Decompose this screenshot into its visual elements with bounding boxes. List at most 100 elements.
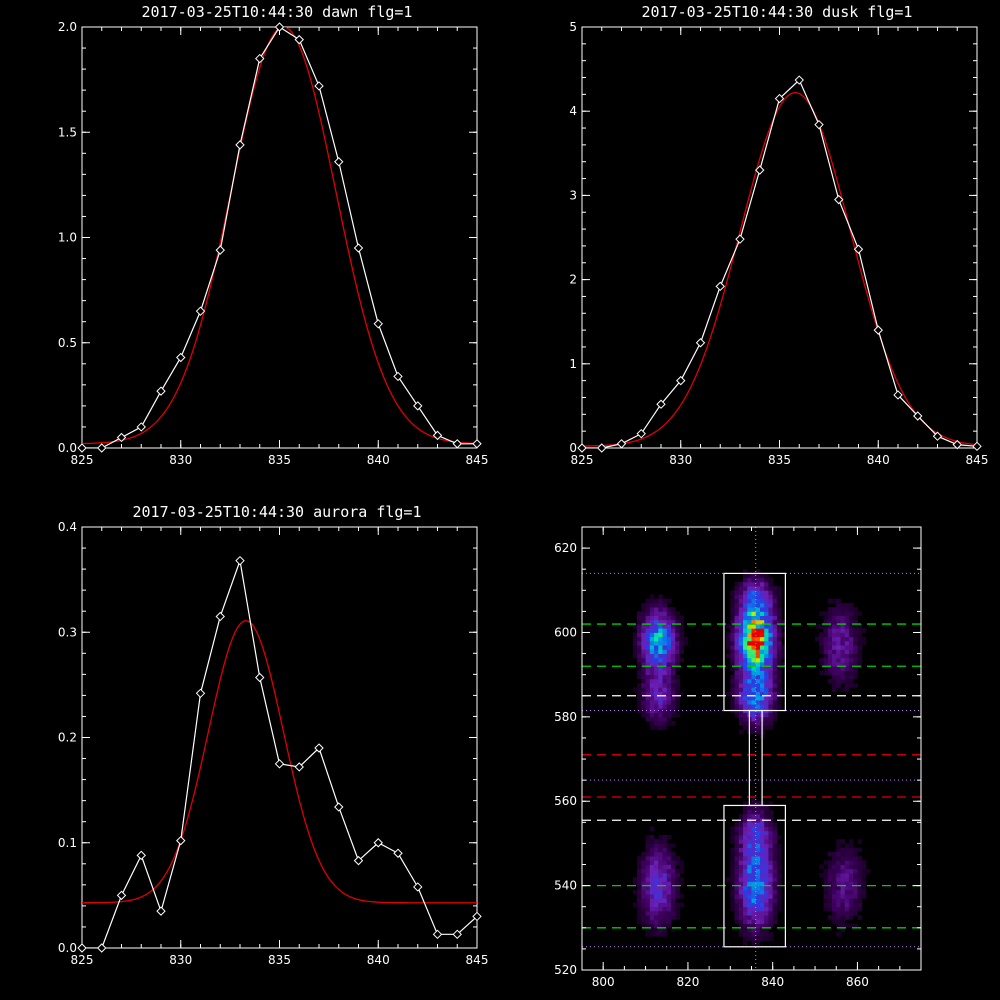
heatmap-cell xyxy=(836,881,841,887)
heatmap-cell xyxy=(747,695,752,701)
heatmap-cell xyxy=(658,674,663,680)
heatmap-cell xyxy=(764,615,769,621)
heatmap-cell xyxy=(654,678,659,684)
heatmap-cell xyxy=(734,607,740,612)
aurora-ytick-label: 0.2 xyxy=(58,731,77,745)
heatmap-cell xyxy=(662,683,668,688)
heatmap-cell xyxy=(751,695,757,701)
heatmap-cell xyxy=(670,864,676,870)
heatmap-cell xyxy=(683,636,689,642)
heatmap-cell xyxy=(764,581,769,587)
heatmap-cell xyxy=(730,683,735,688)
heatmap-cell xyxy=(759,822,765,827)
heatmap-cell xyxy=(836,894,841,899)
heatmap-cell xyxy=(658,607,663,612)
heatmap-cell xyxy=(649,691,655,697)
heatmap-cell xyxy=(662,898,668,903)
aurora-data-point xyxy=(432,929,443,940)
heatmap-cell xyxy=(832,670,837,676)
heatmap-cell xyxy=(768,581,774,587)
heatmap-cell xyxy=(734,851,740,857)
heatmap-cell xyxy=(759,691,765,697)
heatmap-cell xyxy=(675,691,680,697)
heatmap-cell xyxy=(666,902,672,908)
heatmap-cell xyxy=(861,640,867,646)
heatmap-cell xyxy=(768,868,774,874)
heatmap-cell xyxy=(734,843,740,849)
heatmap-cell xyxy=(764,915,769,920)
heatmap-cell xyxy=(649,708,655,714)
heatmap-cell xyxy=(840,915,846,920)
heatmap-cell xyxy=(649,843,655,849)
heatmap-cell xyxy=(759,877,765,882)
heatmap-cell xyxy=(747,843,752,849)
heatmap-cell xyxy=(776,856,782,861)
heatmap-cell xyxy=(734,704,740,709)
heatmap-cell xyxy=(743,898,748,903)
heatmap-cell xyxy=(738,839,744,844)
heatmap-cell xyxy=(734,653,740,659)
heatmap-cell xyxy=(662,674,668,680)
image-ytick-label: 600 xyxy=(554,625,577,639)
aurora-xtick-label: 830 xyxy=(169,953,192,967)
heatmap-cell xyxy=(734,598,740,604)
heatmap-cell xyxy=(844,619,850,625)
heatmap-cell xyxy=(832,687,837,692)
heatmap-cell xyxy=(776,834,782,840)
heatmap-cell xyxy=(645,889,651,895)
dusk-xtick-label: 825 xyxy=(571,453,594,467)
heatmap-cell xyxy=(759,645,765,650)
dusk-data-point xyxy=(972,441,982,452)
heatmap-cell xyxy=(747,598,752,604)
heatmap-cell xyxy=(772,872,778,878)
heatmap-cell xyxy=(827,851,833,857)
heatmap-cell xyxy=(666,628,672,633)
heatmap-cell xyxy=(632,881,638,887)
heatmap-cell xyxy=(764,834,769,840)
heatmap-cell xyxy=(759,678,765,684)
heatmap-cell xyxy=(658,649,663,654)
heatmap-cell xyxy=(772,843,778,849)
heatmap-cell xyxy=(857,864,863,870)
heatmap-cell xyxy=(840,636,846,642)
heatmap-cell xyxy=(743,615,748,621)
aurora-data-point xyxy=(77,943,87,953)
heatmap-cell xyxy=(844,843,850,849)
heatmap-cell xyxy=(641,640,646,646)
heatmap-cell xyxy=(649,877,655,882)
heatmap-cell xyxy=(755,569,761,574)
heatmap-cell xyxy=(751,797,757,802)
heatmap-cell xyxy=(743,699,748,705)
heatmap-cell xyxy=(738,864,744,870)
heatmap-cell xyxy=(641,695,646,701)
heatmap-cell xyxy=(853,885,858,891)
heatmap-cell xyxy=(776,868,782,874)
heatmap-cell xyxy=(776,632,782,638)
heatmap-cell xyxy=(844,889,850,895)
dawn-data-point xyxy=(235,140,245,150)
heatmap-cell xyxy=(844,898,850,903)
heatmap-cell xyxy=(768,813,774,819)
heatmap-cell xyxy=(658,628,663,633)
heatmap-cell xyxy=(759,805,765,811)
heatmap-cell xyxy=(840,615,846,621)
heatmap-cell xyxy=(768,657,774,663)
heatmap-cell xyxy=(853,906,858,912)
heatmap-cell xyxy=(776,847,782,853)
heatmap-cell xyxy=(730,674,735,680)
heatmap-cell xyxy=(738,906,744,912)
heatmap-cell xyxy=(844,868,850,874)
heatmap-cell xyxy=(662,678,668,684)
heatmap-cell xyxy=(670,704,676,709)
heatmap-cell xyxy=(781,649,786,654)
heatmap-cell xyxy=(730,856,735,861)
heatmap-cell xyxy=(637,898,642,903)
heatmap-cell xyxy=(759,657,765,663)
heatmap-cell xyxy=(662,872,668,878)
heatmap-cell xyxy=(743,721,748,726)
heatmap-cell xyxy=(670,615,676,621)
heatmap-cell xyxy=(747,636,752,642)
heatmap-cell xyxy=(675,910,680,916)
heatmap-cell xyxy=(743,590,748,595)
dusk-data-point xyxy=(597,443,607,453)
